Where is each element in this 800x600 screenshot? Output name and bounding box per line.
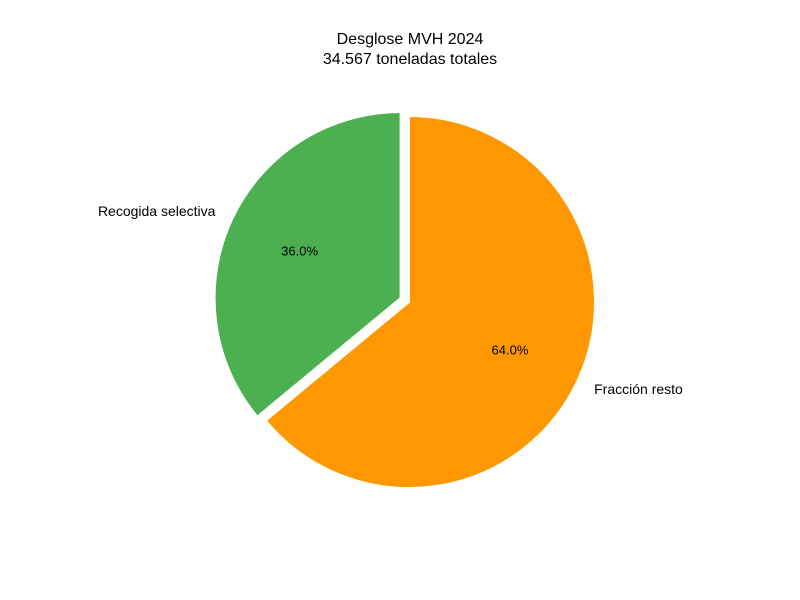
chart-title: Desglose MVH 2024: [337, 31, 484, 48]
slice-percent-label: 36.0%: [281, 244, 318, 259]
pie-slice-1: [213, 111, 402, 419]
slice-label: Fracción resto: [594, 381, 683, 397]
pie-slice-0: [264, 114, 596, 489]
slice-percent-label: 64.0%: [492, 343, 529, 358]
slice-label: Recogida selectiva: [98, 203, 216, 219]
chart-subtitle: 34.567 toneladas totales: [323, 51, 497, 68]
